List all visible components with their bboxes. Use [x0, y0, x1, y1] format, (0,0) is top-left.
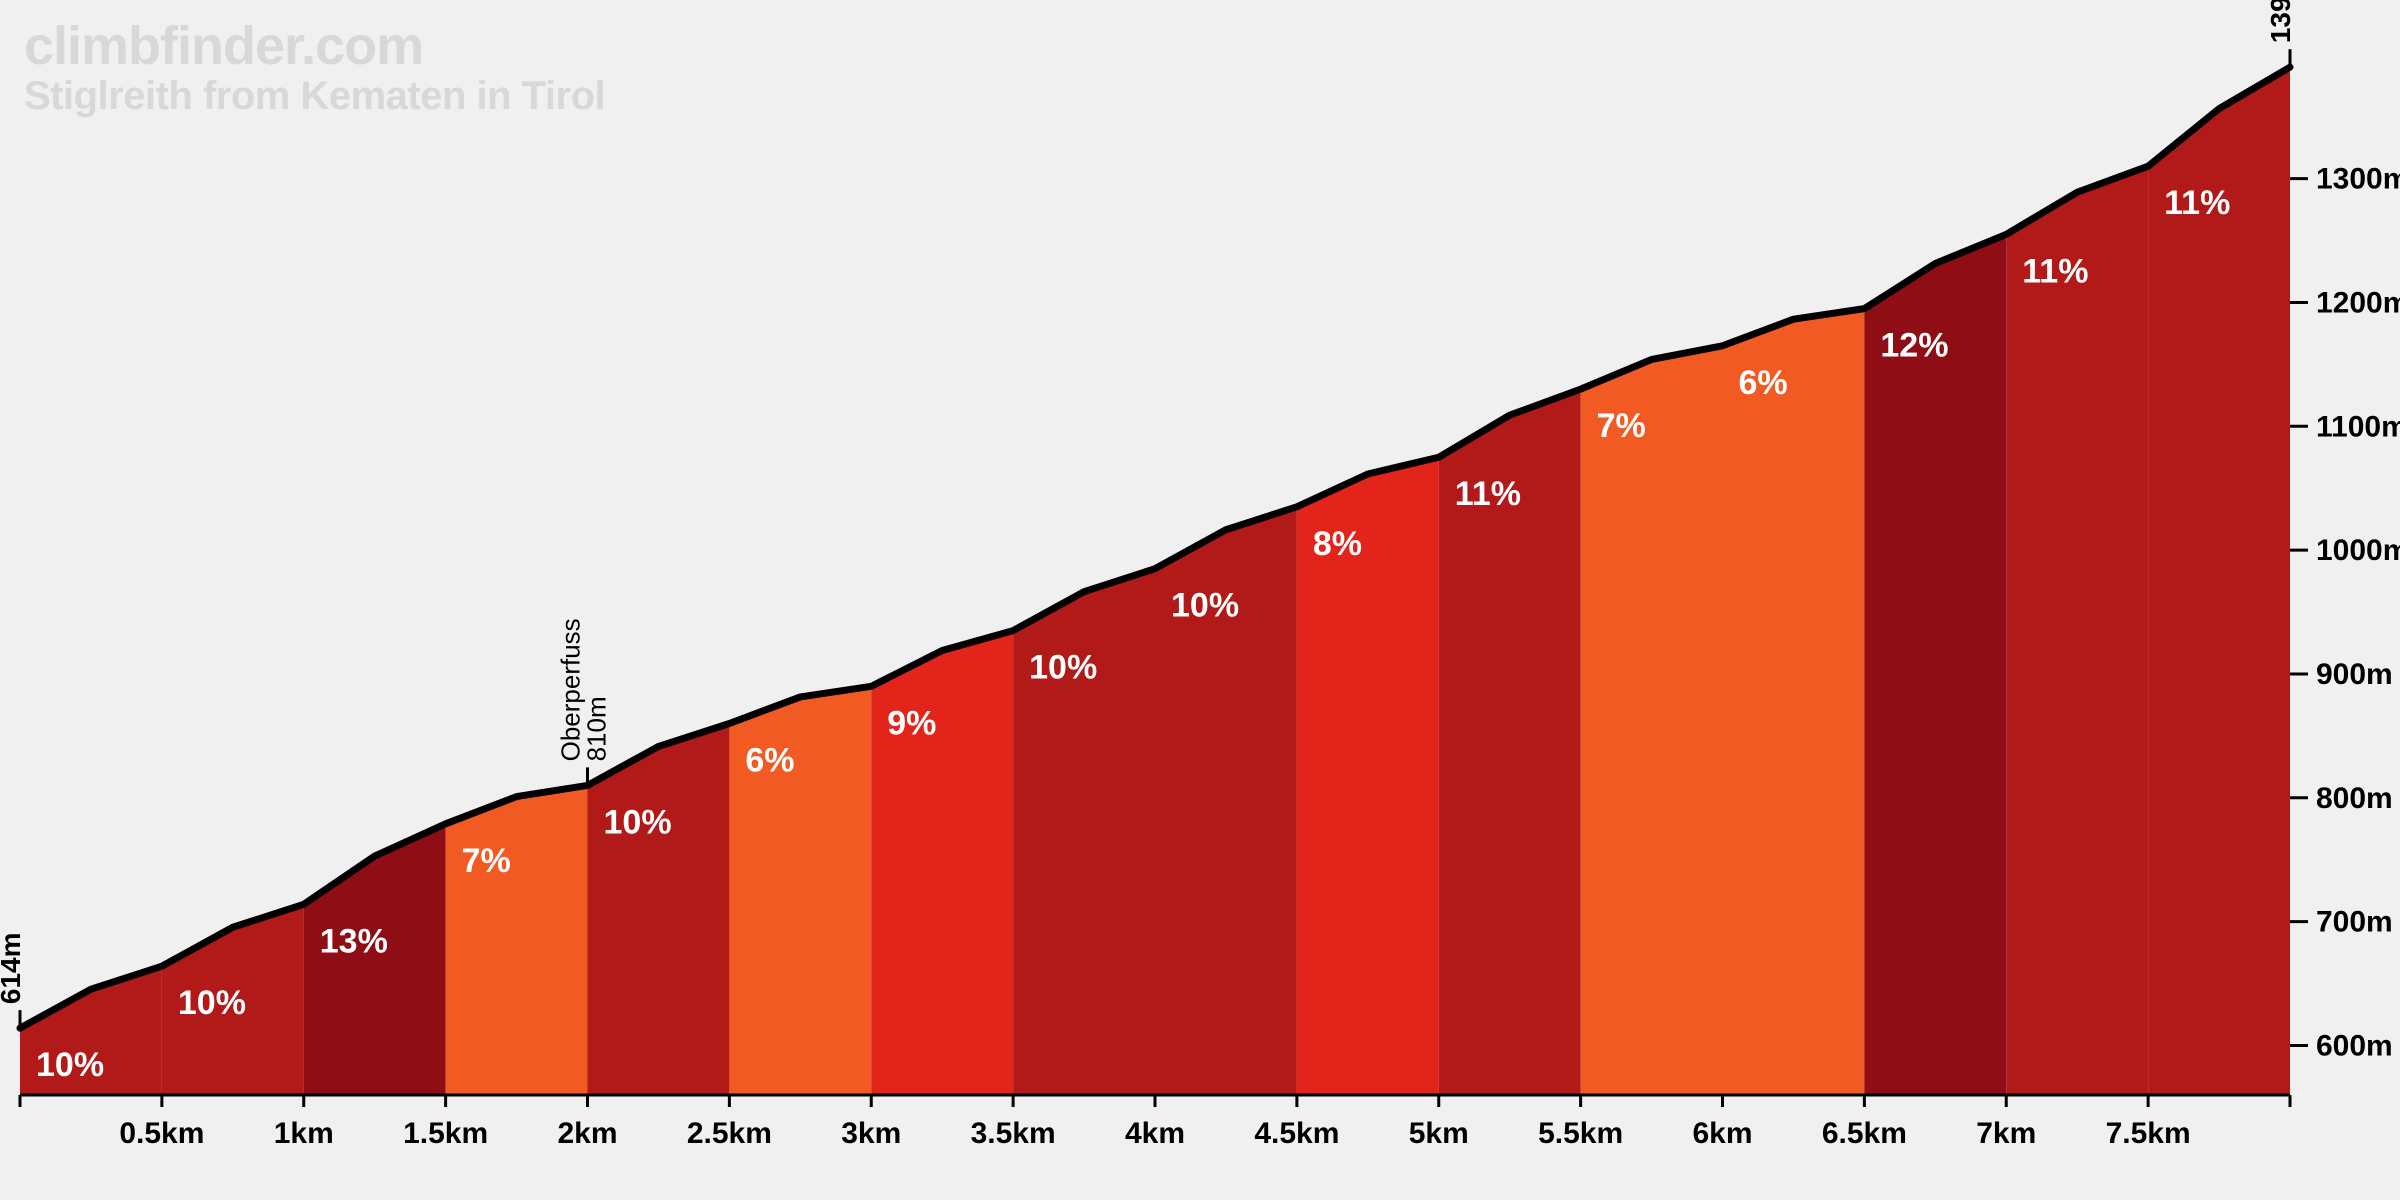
gradient-label: 13%	[320, 922, 388, 960]
x-tick-label: 1.5km	[403, 1117, 488, 1150]
gradient-label: 6%	[1739, 364, 1788, 402]
gradient-label: 10%	[36, 1046, 104, 1084]
gradient-label: 7%	[1597, 407, 1646, 445]
segment-bar	[1723, 309, 1865, 1095]
y-tick-label: 800m	[2316, 782, 2393, 815]
x-tick-label: 3km	[841, 1117, 901, 1150]
gradient-label: 7%	[462, 842, 511, 880]
watermark-title: climbfinder.com	[24, 18, 605, 75]
segment-bar	[871, 631, 1013, 1095]
gradient-label: 9%	[887, 704, 936, 742]
x-tick-label: 5.5km	[1538, 1117, 1623, 1150]
segment-bar	[588, 723, 730, 1095]
y-tick-label: 700m	[2316, 906, 2393, 939]
gradient-label: 10%	[604, 803, 672, 841]
x-tick-label: 4km	[1125, 1117, 1185, 1150]
x-tick-label: 6.5km	[1822, 1117, 1907, 1150]
gradient-label: 11%	[2022, 252, 2088, 290]
x-tick-label: 1km	[274, 1117, 334, 1150]
gradient-label: 12%	[1880, 327, 1948, 365]
y-tick-label: 1300m	[2316, 163, 2400, 196]
watermark: climbfinder.com Stiglreith from Kematen …	[24, 18, 605, 117]
x-tick-label: 2.5km	[687, 1117, 772, 1150]
waypoint-alt: 810m	[582, 696, 612, 761]
watermark-subtitle: Stiglreith from Kematen in Tirol	[24, 75, 605, 117]
x-tick-label: 4.5km	[1254, 1117, 1339, 1150]
gradient-label: 11%	[2164, 184, 2230, 222]
y-tick-label: 900m	[2316, 658, 2393, 691]
x-tick-label: 2km	[557, 1117, 617, 1150]
gradient-label: 10%	[1029, 649, 1097, 687]
gradient-label: 11%	[1455, 475, 1521, 513]
start-elev-label: 614m	[0, 933, 26, 1005]
elevation-profile-chart: 10% 10% 13% 7% 10% 6% 9% 10% 10% 8% 11% 7% 6% 12% 11% 1…	[0, 0, 2400, 1200]
x-tick-label: 6km	[1692, 1117, 1752, 1150]
segment-bar	[446, 785, 588, 1095]
x-tick-label: 3.5km	[971, 1117, 1056, 1150]
y-tick-label: 1200m	[2316, 286, 2400, 319]
gradient-label: 8%	[1313, 525, 1362, 563]
gradient-label: 10%	[1171, 587, 1239, 625]
gradient-label: 6%	[745, 741, 794, 779]
x-tick-label: 7.5km	[2106, 1117, 2191, 1150]
x-tick-label: 0.5km	[119, 1117, 204, 1150]
end-elev-label: 1390m	[2265, 0, 2296, 43]
gradient-label: 10%	[178, 984, 246, 1022]
segment-bar	[1581, 346, 1723, 1095]
x-tick-label: 7km	[1976, 1117, 2036, 1150]
x-tick-label: 5km	[1409, 1117, 1469, 1150]
segment-bar	[2006, 166, 2148, 1095]
y-tick-label: 1100m	[2316, 410, 2400, 443]
y-tick-label: 1000m	[2316, 534, 2400, 567]
y-tick-label: 600m	[2316, 1029, 2393, 1062]
